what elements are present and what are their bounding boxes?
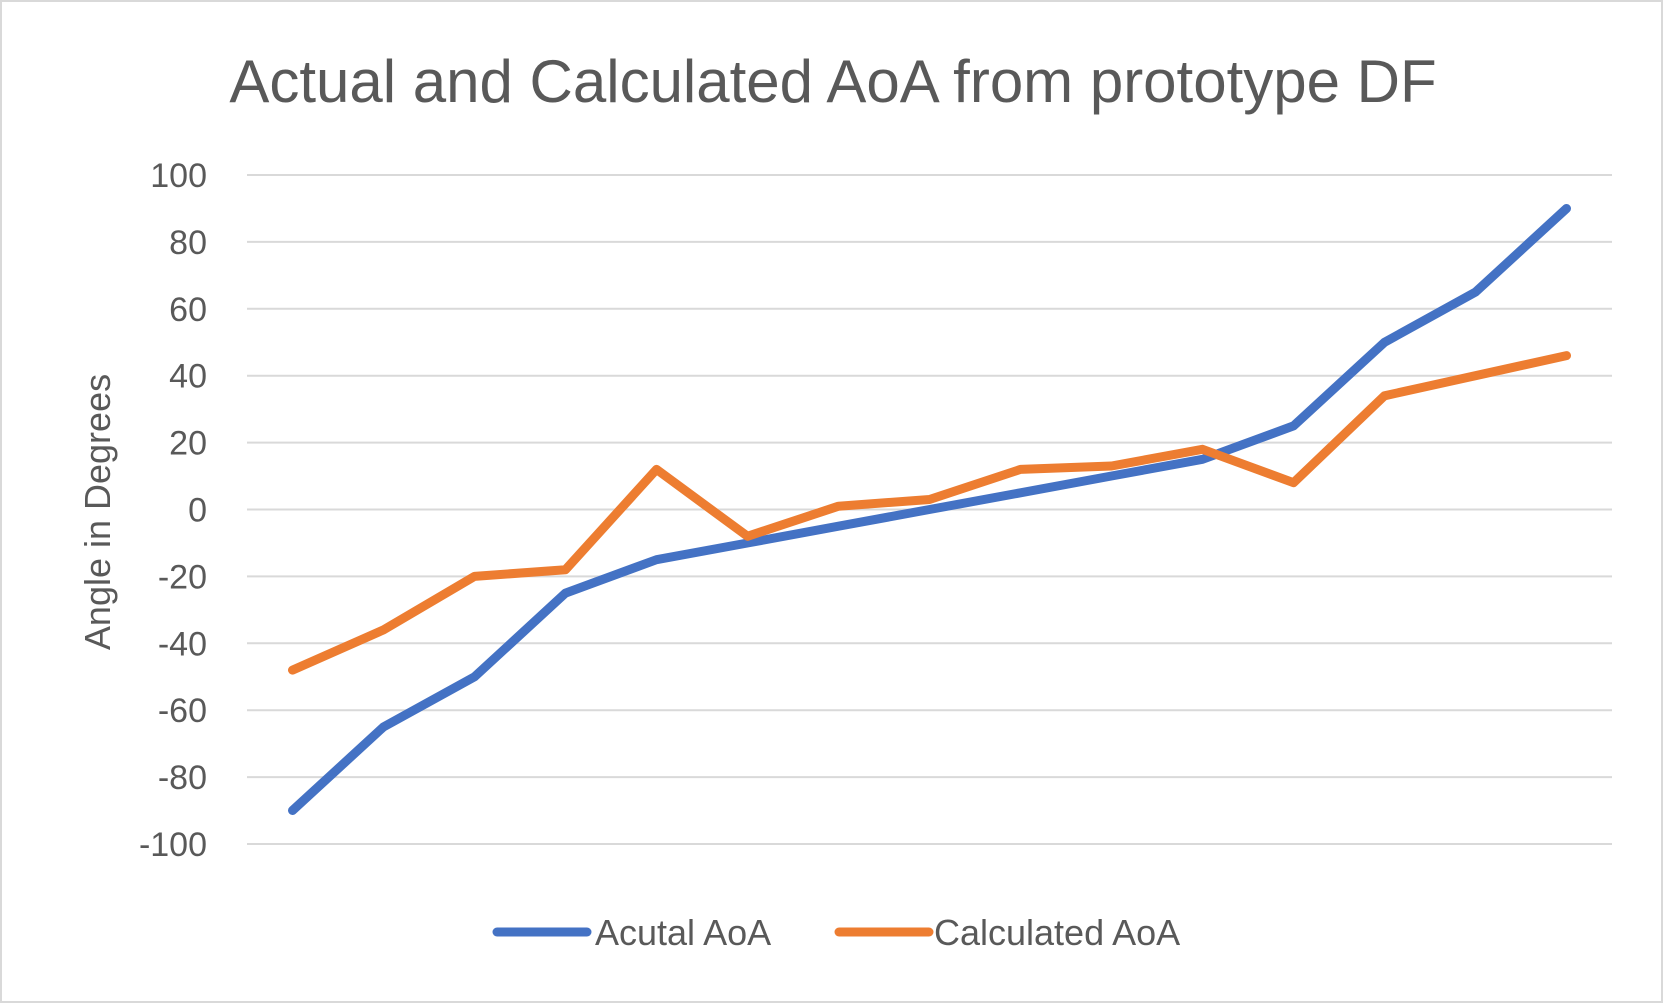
y-axis-label: Angle in Degrees bbox=[77, 374, 118, 650]
y-tick-label: 80 bbox=[169, 224, 207, 262]
y-tick-label: -80 bbox=[158, 759, 207, 797]
y-tick-label: 40 bbox=[169, 358, 207, 396]
y-tick-label: 0 bbox=[188, 492, 207, 530]
y-tick-label: -20 bbox=[158, 558, 207, 596]
legend-label: Acutal AoA bbox=[595, 912, 771, 953]
y-tick-label: -40 bbox=[158, 625, 207, 663]
y-tick-label: 100 bbox=[150, 157, 207, 195]
y-tick-label: -100 bbox=[139, 826, 207, 864]
chart-title: Actual and Calculated AoA from prototype… bbox=[229, 48, 1436, 115]
legend-label: Calculated AoA bbox=[934, 912, 1180, 953]
y-tick-label: -60 bbox=[158, 692, 207, 730]
series-lines bbox=[288, 204, 1571, 815]
y-tick-label: 60 bbox=[169, 291, 207, 329]
y-axis-ticks: 100 80 60 40 20 0 -20 -40 -60 -80 -100 bbox=[139, 157, 207, 864]
series-line-2 bbox=[288, 351, 1571, 675]
y-tick-label: 20 bbox=[169, 425, 207, 463]
legend: Acutal AoA Calculated AoA bbox=[492, 912, 1180, 953]
series-line-1 bbox=[288, 204, 1571, 815]
